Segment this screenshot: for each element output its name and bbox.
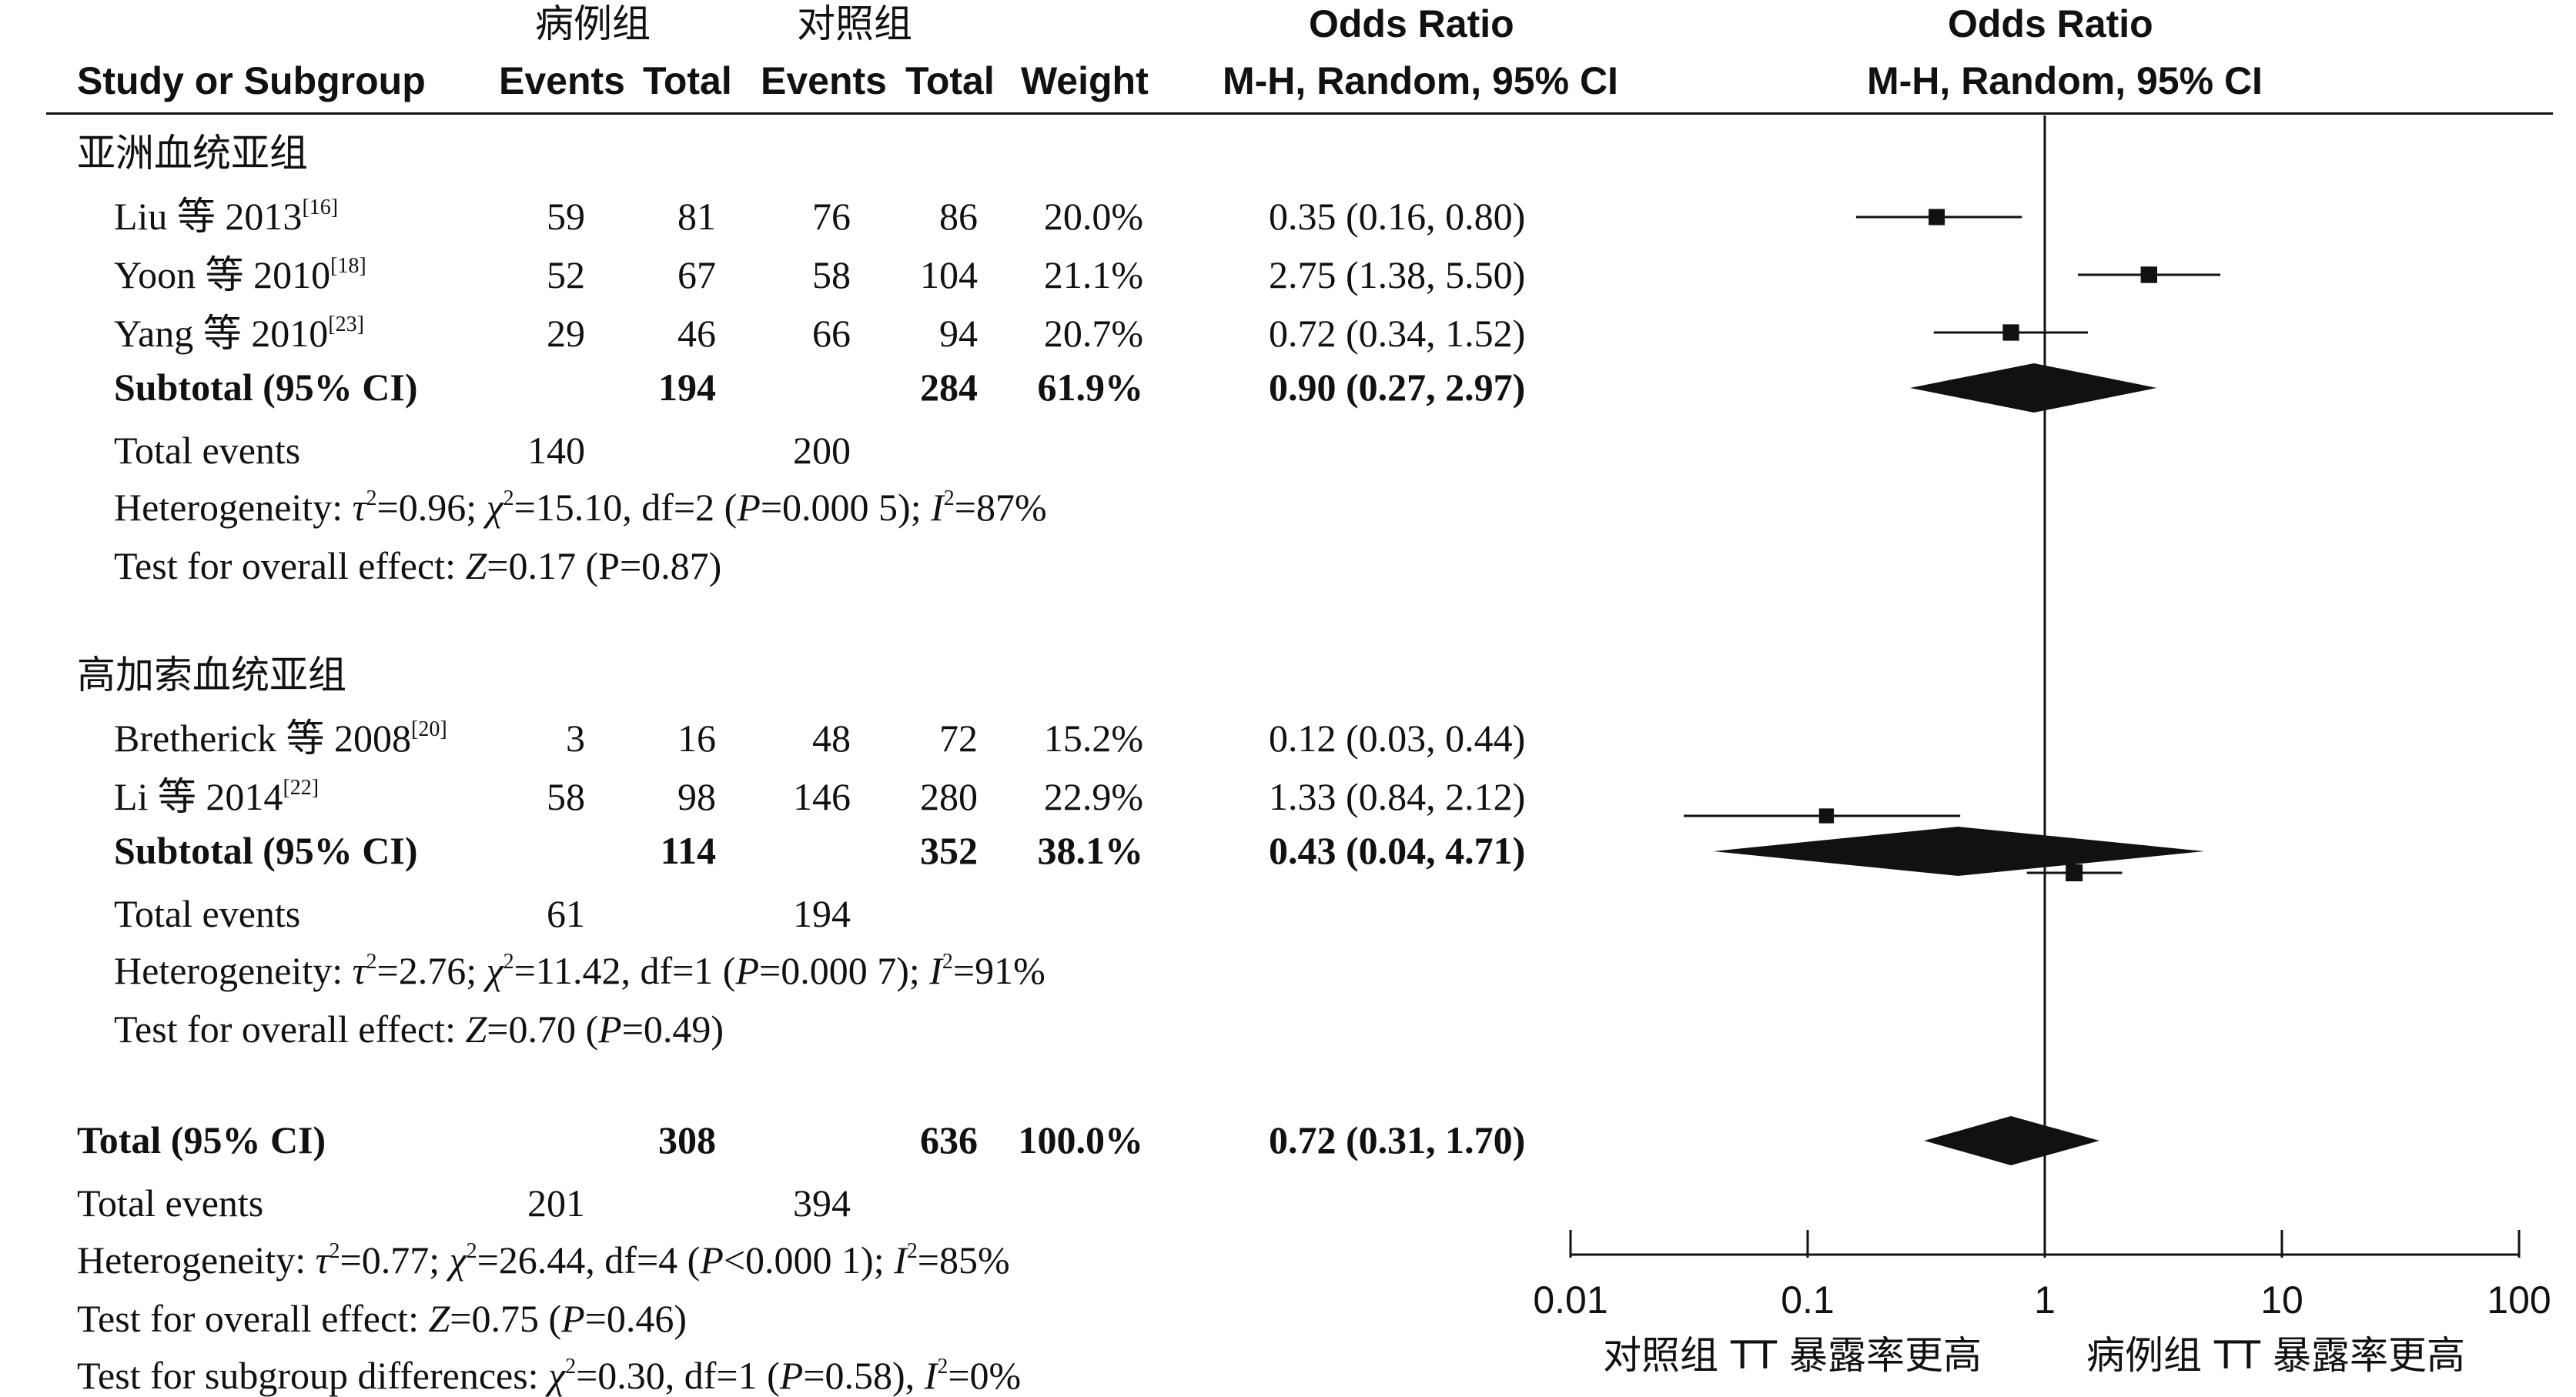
- weight-cell: 20.0%: [1043, 195, 1143, 238]
- plot-method-header: M-H, Random, 95% CI: [1867, 59, 2263, 102]
- total-events-label: Total events: [114, 429, 301, 472]
- total1-column-header: Total: [643, 59, 732, 102]
- total-weight: 100.0%: [1018, 1118, 1144, 1161]
- overall-events-e1: 201: [527, 1181, 585, 1225]
- or-method-header: M-H, Random, 95% CI: [1223, 59, 1618, 102]
- subtotal-ci: 0.90 (0.27, 2.97): [1269, 366, 1526, 409]
- plot-column-title: Odds Ratio: [1948, 2, 2153, 45]
- subtotal-total2: 284: [920, 366, 978, 409]
- total1-cell: 98: [677, 775, 716, 818]
- header-rule: [46, 112, 2553, 115]
- or-ci-cell: 0.12 (0.03, 0.44): [1269, 717, 1526, 760]
- total2-column-header: Total: [905, 59, 995, 102]
- events2-column-header: Events: [761, 59, 887, 102]
- subtotal-ci: 0.43 (0.04, 4.71): [1269, 829, 1526, 872]
- total-total2: 636: [920, 1118, 978, 1161]
- events1-cell: 59: [547, 195, 585, 238]
- events2-cell: 146: [793, 775, 851, 818]
- total1-cell: 81: [677, 195, 716, 238]
- x-axis-tick-label: 10: [2260, 1278, 2303, 1322]
- study-point-marker: [2066, 864, 2083, 882]
- overall-effect-text: Test for overall effect: Z=0.17 (P=0.87): [114, 544, 722, 587]
- total2-cell: 104: [920, 253, 978, 296]
- weight-cell: 15.2%: [1043, 717, 1143, 760]
- total-events-e2: 200: [793, 429, 851, 472]
- overall-heterogeneity-text: Heterogeneity: τ2=0.77; χ2=26.44, df=4 (…: [77, 1238, 1010, 1282]
- weight-column-header: Weight: [1021, 59, 1149, 102]
- pooled-diamond: [1924, 1116, 2099, 1165]
- events2-cell: 66: [812, 312, 851, 355]
- x-axis-tick-label: 0.01: [1533, 1278, 1607, 1322]
- weight-cell: 20.7%: [1043, 312, 1143, 355]
- overall-events-label: Total events: [77, 1181, 264, 1225]
- right-direction-caption: 病例组 TT 暴露率更高: [2086, 1333, 2465, 1378]
- events2-cell: 48: [812, 717, 851, 760]
- total-events-e1: 61: [547, 892, 585, 935]
- events1-cell: 52: [547, 253, 585, 296]
- left-direction-caption: 对照组 TT 暴露率更高: [1603, 1333, 1982, 1378]
- total2-cell: 72: [939, 717, 978, 760]
- study-name: Li 等 2014[22]: [114, 775, 319, 818]
- weight-cell: 22.9%: [1043, 775, 1143, 818]
- or-column-title: Odds Ratio: [1309, 2, 1514, 45]
- weight-cell: 21.1%: [1043, 253, 1143, 296]
- or-ci-cell: 0.72 (0.34, 1.52): [1269, 312, 1526, 355]
- subgroup-title: 亚洲血统亚组: [77, 131, 308, 175]
- total-total1: 308: [658, 1118, 716, 1161]
- heterogeneity-text: Heterogeneity: τ2=0.96; χ2=15.10, df=2 (…: [114, 486, 1047, 529]
- or-ci-cell: 2.75 (1.38, 5.50): [1269, 253, 1526, 296]
- x-axis-tick-label: 1: [2034, 1278, 2056, 1322]
- study-name: Yoon 等 2010[18]: [114, 253, 366, 296]
- study-point-marker: [2002, 324, 2019, 341]
- events2-cell: 76: [812, 195, 851, 238]
- total-label: Total (95% CI): [77, 1118, 326, 1161]
- total1-cell: 46: [677, 312, 716, 355]
- overall-effect-total-text: Test for overall effect: Z=0.75 (P=0.46): [77, 1297, 687, 1340]
- total-events-e2: 194: [793, 892, 851, 935]
- total1-cell: 16: [677, 717, 716, 760]
- events1-cell: 3: [566, 717, 585, 760]
- study-column-header: Study or Subgroup: [77, 59, 426, 102]
- total-events-e1: 140: [527, 429, 585, 472]
- or-ci-cell: 0.35 (0.16, 0.80): [1269, 195, 1526, 238]
- pooled-diamond: [1909, 363, 2157, 413]
- total-ci: 0.72 (0.31, 1.70): [1269, 1118, 1526, 1161]
- study-name: Yang 等 2010[23]: [114, 312, 364, 355]
- subtotal-weight: 38.1%: [1037, 829, 1144, 872]
- study-point-marker: [2140, 266, 2158, 283]
- subtotal-label: Subtotal (95% CI): [114, 366, 418, 409]
- study-name: Liu 等 2013[16]: [114, 195, 339, 238]
- case-group-header: 病例组: [535, 2, 651, 46]
- total2-cell: 86: [939, 195, 978, 238]
- events2-cell: 58: [812, 253, 851, 296]
- total-events-label: Total events: [114, 892, 301, 935]
- subtotal-weight: 61.9%: [1037, 366, 1144, 409]
- heterogeneity-text: Heterogeneity: τ2=2.76; χ2=11.42, df=1 (…: [114, 949, 1045, 992]
- overall-effect-text: Test for overall effect: Z=0.70 (P=0.49): [114, 1008, 724, 1051]
- study-point-marker: [1818, 808, 1835, 824]
- subgroup-title: 高加索血统亚组: [77, 653, 346, 697]
- x-axis-tick-label: 100: [2487, 1278, 2551, 1322]
- subgroup-difference-text: Test for subgroup differences: χ2=0.30, …: [77, 1354, 1022, 1397]
- total2-cell: 280: [920, 775, 978, 818]
- events1-cell: 29: [547, 312, 585, 355]
- subtotal-total1: 194: [658, 366, 716, 409]
- subtotal-label: Subtotal (95% CI): [114, 829, 418, 872]
- x-axis-tick-label: 0.1: [1781, 1278, 1835, 1322]
- study-name: Bretherick 等 2008[20]: [114, 717, 447, 760]
- subtotal-total1: 114: [660, 829, 716, 872]
- total1-cell: 67: [677, 253, 716, 296]
- or-ci-cell: 1.33 (0.84, 2.12): [1269, 775, 1526, 818]
- subtotal-total2: 352: [920, 829, 978, 872]
- events1-cell: 58: [547, 775, 585, 818]
- control-group-header: 对照组: [797, 2, 912, 46]
- study-point-marker: [1929, 209, 1945, 226]
- events1-column-header: Events: [499, 59, 625, 102]
- total2-cell: 94: [939, 312, 978, 355]
- pooled-diamond: [1713, 827, 2205, 876]
- overall-events-e2: 394: [793, 1181, 851, 1225]
